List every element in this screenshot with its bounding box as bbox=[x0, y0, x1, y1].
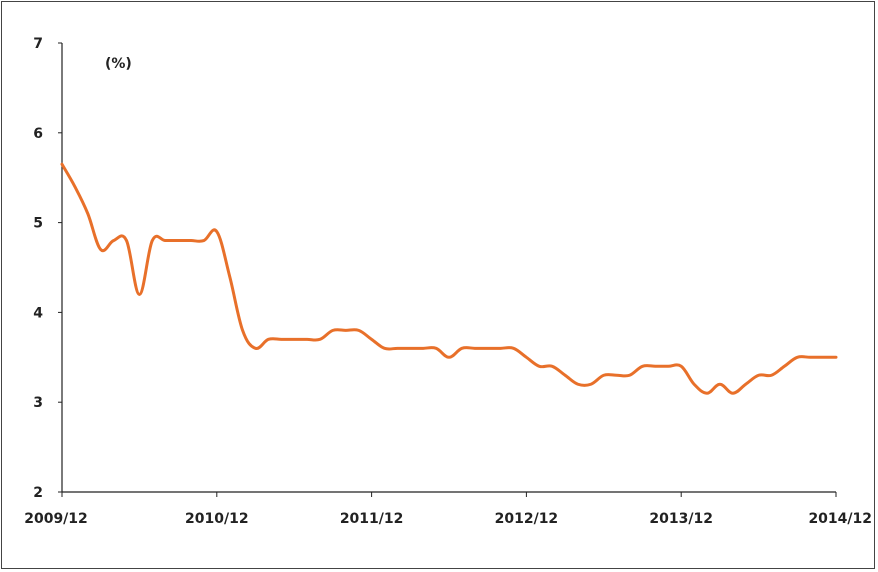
x-tick-label: 2009/12 bbox=[24, 511, 88, 527]
y-tick-label: 7 bbox=[33, 36, 43, 52]
x-tick-label: 2014/12 bbox=[808, 511, 872, 527]
y-tick-label: 6 bbox=[33, 126, 43, 142]
x-tick-labels: 2009/12 2010/12 2011/12 2012/12 2013/12 2014/… bbox=[24, 511, 872, 527]
x-tick-label: 2011/12 bbox=[340, 511, 404, 527]
x-tick-label: 2010/12 bbox=[185, 511, 249, 527]
y-tick-labels: 2 3 4 5 6 7 bbox=[33, 36, 43, 501]
y-tick-label: 4 bbox=[33, 305, 43, 321]
y-tick-label: 5 bbox=[33, 216, 43, 232]
y-tick-label: 3 bbox=[33, 395, 43, 411]
x-tick-label: 2012/12 bbox=[495, 511, 559, 527]
y-tick-label: 2 bbox=[33, 485, 43, 501]
series-group bbox=[60, 162, 838, 395]
series-line-0 bbox=[60, 162, 838, 395]
axes bbox=[58, 42, 837, 497]
x-tick-label: 2013/12 bbox=[649, 511, 713, 527]
unit-label: (%) bbox=[105, 56, 132, 72]
